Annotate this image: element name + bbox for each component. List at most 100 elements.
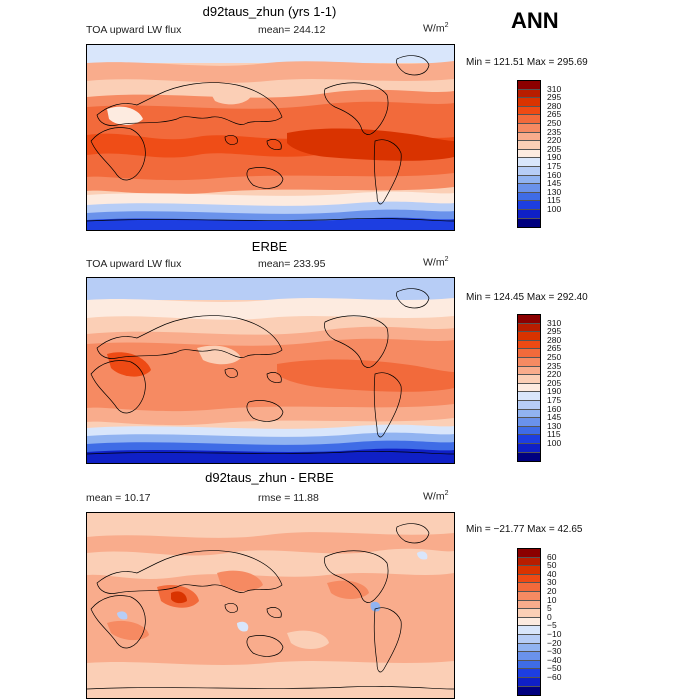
colorbar-swatch: [518, 158, 540, 167]
colorbar-swatch: [518, 115, 540, 124]
colorbar-tick-label: −30: [547, 646, 562, 657]
panel-2-mean: mean= 233.95: [258, 258, 326, 270]
panel-3-colorbar: [517, 548, 541, 697]
colorbar-swatch: [518, 106, 540, 116]
colorbar-tick-label: 0: [547, 611, 552, 622]
colorbar-tick-label: 190: [547, 152, 562, 163]
colorbar-swatch: [518, 617, 540, 627]
colorbar-tick-label: 220: [547, 369, 562, 380]
colorbar-tick-label: 190: [547, 386, 562, 397]
panel-2-colorbar-ticks: 310 295 280 265 250 235 220 205 190 175 160 145 130 1…: [517, 314, 587, 464]
colorbar-swatch: [518, 366, 540, 376]
colorbar-swatch: [518, 669, 540, 678]
colorbar-tick-label: 250: [547, 352, 562, 362]
colorbar-swatch: [518, 677, 540, 687]
colorbar-swatch: [518, 218, 540, 228]
colorbar-tick-label: 175: [547, 395, 562, 405]
colorbar-tick-label: 100: [547, 438, 562, 448]
colorbar-swatch: [518, 452, 540, 462]
colorbar-swatch: [518, 435, 540, 444]
colorbar-swatch: [518, 89, 540, 99]
season-label: ANN: [511, 8, 559, 33]
colorbar-swatch: [518, 209, 540, 219]
colorbar-tick-label: 265: [547, 109, 562, 120]
colorbar-swatch: [518, 149, 540, 159]
colorbar-swatch: [518, 141, 540, 150]
colorbar-tick-label: 235: [547, 126, 562, 137]
colorbar-swatch: [518, 349, 540, 358]
colorbar-swatch: [518, 332, 540, 341]
panel-2-map: [86, 277, 455, 464]
panel-1-field: TOA upward LW flux: [86, 24, 182, 36]
colorbar-swatch: [518, 132, 540, 142]
colorbar-swatch: [518, 600, 540, 610]
panel-1-title: d92taus_zhun (yrs 1-1): [202, 4, 337, 19]
colorbar-swatch: [518, 375, 540, 384]
colorbar-tick-label: 60: [547, 551, 557, 562]
colorbar-swatch: [518, 660, 540, 670]
colorbar-swatch: [518, 652, 540, 661]
colorbar-swatch: [518, 323, 540, 333]
colorbar-tick-label: 160: [547, 169, 562, 180]
panel-2-title: ERBE: [251, 239, 288, 254]
colorbar-tick-label: 115: [547, 195, 561, 206]
colorbar-tick-label: 280: [547, 334, 562, 345]
colorbar-swatch: [518, 98, 540, 107]
colorbar-tick-label: 40: [547, 568, 557, 579]
panel-1-colorbar-ticks: 310 295 280 265 250 235 220 205 190 175 160 145 130 1…: [517, 80, 587, 230]
panel-3-mean: mean = 10.17: [86, 492, 151, 504]
panel-3-colorbar-ticks: 60 50 40 30 20 10 5 0 −5 −10 −20 −30 −40 −50 −60: [517, 548, 587, 698]
colorbar-tick-label: 280: [547, 100, 562, 111]
colorbar-swatch: [518, 634, 540, 644]
colorbar-swatch: [518, 81, 540, 90]
colorbar-swatch: [518, 557, 540, 567]
colorbar-swatch: [518, 626, 540, 635]
colorbar-tick-label: 100: [547, 204, 562, 214]
colorbar-tick-label: 175: [547, 161, 562, 171]
colorbar-tick-label: −20: [547, 637, 562, 648]
colorbar-tick-label: −40: [547, 654, 562, 665]
colorbar-tick-label: 30: [547, 577, 557, 588]
colorbar-swatch: [518, 409, 540, 419]
colorbar-swatch: [518, 392, 540, 401]
colorbar-tick-label: 295: [547, 326, 562, 337]
colorbar-tick-label: 235: [547, 360, 562, 371]
colorbar-swatch: [518, 201, 540, 210]
panel-3-title: d92taus_zhun - ERBE: [205, 470, 334, 485]
colorbar-tick-label: 20: [547, 586, 557, 596]
colorbar-swatch: [518, 418, 540, 427]
colorbar-tick-label: 5: [547, 603, 552, 614]
colorbar-tick-label: 220: [547, 135, 562, 146]
colorbar-swatch: [518, 123, 540, 133]
colorbar-swatch: [518, 192, 540, 202]
colorbar-swatch: [518, 340, 540, 350]
colorbar-tick-label: 205: [547, 143, 562, 154]
panel-3-units: W/m2: [423, 490, 449, 503]
colorbar-swatch: [518, 686, 540, 696]
colorbar-swatch: [518, 426, 540, 436]
colorbar-swatch: [518, 175, 540, 185]
colorbar-swatch: [518, 357, 540, 367]
colorbar-tick-label: 205: [547, 377, 562, 388]
colorbar-tick-label: 295: [547, 92, 562, 103]
colorbar-tick-label: −50: [547, 663, 562, 674]
colorbar-swatch: [518, 166, 540, 176]
panel-2-field: TOA upward LW flux: [86, 258, 182, 270]
colorbar-tick-label: 145: [547, 178, 562, 189]
colorbar-tick-label: −5: [547, 620, 557, 631]
colorbar-swatch: [518, 184, 540, 193]
panel-1-colorbar: [517, 80, 541, 229]
colorbar-swatch: [518, 566, 540, 575]
panel-2-colorbar: [517, 314, 541, 463]
colorbar-swatch: [518, 400, 540, 410]
colorbar-swatch: [518, 383, 540, 393]
colorbar-tick-label: −60: [547, 672, 562, 682]
colorbar-tick-label: 145: [547, 412, 562, 423]
colorbar-tick-label: 10: [547, 594, 557, 605]
colorbar-tick-label: 250: [547, 118, 562, 128]
colorbar-swatch: [518, 574, 540, 584]
panel-1-minmax: Min = 121.51 Max = 295.69: [466, 57, 588, 68]
panel-1-mean: mean= 244.12: [258, 24, 326, 36]
colorbar-swatch: [518, 609, 540, 618]
colorbar-swatch: [518, 443, 540, 453]
